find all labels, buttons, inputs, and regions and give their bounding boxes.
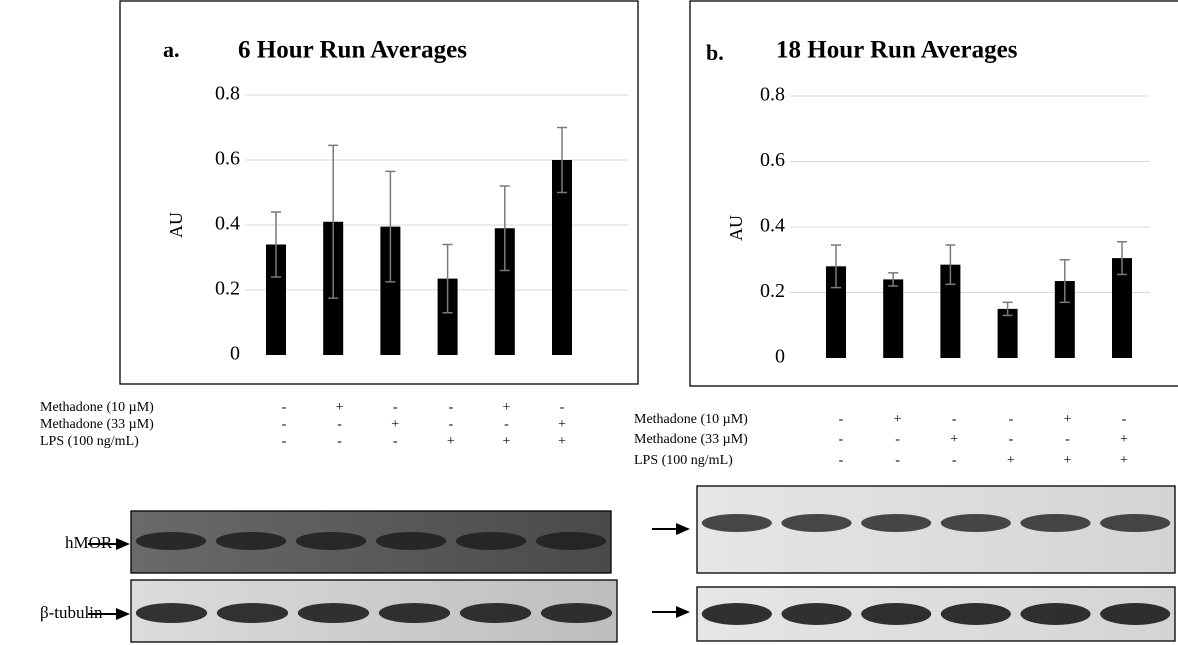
arrow-head	[676, 523, 690, 535]
y-tick-label: 0.4	[215, 213, 240, 235]
chart-panel: a. 6 Hour Run Averages AU 0 0.2 0.4 0.6 0.8 Meth…	[40, 1, 638, 642]
treatment-mark: -	[337, 434, 342, 449]
blot-band	[536, 532, 606, 550]
blot-band	[781, 514, 851, 532]
treatment-mark: -	[282, 434, 287, 449]
y-tick-label: 0.6	[215, 148, 240, 170]
treatment-mark: +	[391, 417, 399, 432]
treatment-mark: +	[502, 434, 510, 449]
chart-title: 6 Hour Run Averages	[238, 37, 467, 64]
blot-band	[1100, 603, 1170, 625]
arrow-head	[116, 538, 130, 550]
blot-band	[1020, 514, 1090, 532]
bar	[998, 309, 1018, 358]
treatment-mark: -	[895, 432, 900, 447]
blot-band	[702, 603, 772, 625]
blot: β-tubulin	[40, 580, 617, 642]
treatment-mark: +	[1063, 453, 1071, 468]
y-tick-label: 0.6	[760, 149, 785, 171]
treatment-mark: -	[393, 400, 398, 415]
treatment-mark: -	[393, 434, 398, 449]
treatment-mark: +	[558, 434, 566, 449]
treatment-mark: +	[502, 400, 510, 415]
treatment-mark: -	[1122, 412, 1127, 427]
blot-band	[861, 603, 931, 625]
treatment-label: LPS (100 ng/mL)	[634, 453, 733, 468]
blot-band	[456, 532, 526, 550]
y-tick-label: 0	[230, 343, 240, 365]
panel-label: a.	[163, 37, 180, 62]
y-tick-label: 0.2	[760, 280, 785, 302]
blot-band	[541, 603, 612, 623]
treatment-mark: -	[448, 417, 453, 432]
blot	[652, 587, 1175, 641]
blot-label: β-tubulin	[40, 603, 103, 622]
treatment-mark: +	[1007, 453, 1015, 468]
y-tick-label: 0.4	[760, 215, 785, 237]
treatment-label: Methadone (10 µM)	[40, 400, 154, 415]
treatment-mark: -	[504, 417, 509, 432]
y-axis-label: AU	[166, 212, 186, 238]
treatment-label: Methadone (33 µM)	[634, 432, 748, 447]
treatment-mark: +	[950, 432, 958, 447]
treatment-mark: -	[839, 453, 844, 468]
y-axis-label: AU	[726, 215, 746, 241]
treatment-mark: -	[1008, 432, 1013, 447]
treatment-mark: +	[1120, 432, 1128, 447]
figure: a. 6 Hour Run Averages AU 0 0.2 0.4 0.6 0.8 Meth…	[0, 0, 1178, 645]
bar	[883, 279, 903, 358]
y-tick-label: 0	[775, 346, 785, 368]
blot-band	[1100, 514, 1170, 532]
y-tick-label: 0.8	[760, 84, 785, 106]
blot: hMOR	[65, 511, 611, 573]
blot-band	[379, 603, 450, 623]
chart-title: 18 Hour Run Averages	[776, 37, 1018, 64]
treatment-mark: -	[282, 417, 287, 432]
treatment-mark: +	[1120, 453, 1128, 468]
blot-band	[861, 514, 931, 532]
treatment-mark: -	[448, 400, 453, 415]
blot-band	[781, 603, 851, 625]
blot-band	[298, 603, 369, 623]
treatment-mark: -	[1008, 412, 1013, 427]
y-tick-label: 0.2	[215, 278, 240, 300]
blot	[652, 486, 1175, 573]
treatment-label: Methadone (33 µM)	[40, 417, 154, 432]
treatment-mark: -	[952, 453, 957, 468]
treatment-mark: +	[1063, 412, 1071, 427]
blot-band	[702, 514, 772, 532]
blot-band	[460, 603, 531, 623]
chart-panel: b. 18 Hour Run Averages AU 0 0.2 0.4 0.6 0.8 Met…	[634, 1, 1178, 641]
treatment-label: Methadone (10 µM)	[634, 412, 748, 427]
treatment-mark: +	[558, 417, 566, 432]
treatment-mark: -	[560, 400, 565, 415]
blot-band	[1020, 603, 1090, 625]
treatment-mark: +	[894, 412, 902, 427]
treatment-mark: -	[337, 417, 342, 432]
treatment-mark: -	[839, 432, 844, 447]
treatment-mark: +	[336, 400, 344, 415]
treatment-mark: +	[447, 434, 455, 449]
blot-band	[941, 514, 1011, 532]
panel-label: b.	[706, 40, 724, 65]
treatment-mark: -	[839, 412, 844, 427]
blot-background	[697, 486, 1175, 573]
blot-band	[217, 603, 288, 623]
blot-band	[296, 532, 366, 550]
arrow-head	[676, 606, 690, 618]
treatment-mark: -	[952, 412, 957, 427]
blot-band	[941, 603, 1011, 625]
blot-band	[376, 532, 446, 550]
treatment-mark: -	[895, 453, 900, 468]
treatment-label: LPS (100 ng/mL)	[40, 434, 139, 449]
blot-band	[216, 532, 286, 550]
y-tick-label: 0.8	[215, 83, 240, 105]
blot-band	[136, 532, 206, 550]
treatment-mark: -	[282, 400, 287, 415]
blot-label: hMOR	[65, 533, 113, 552]
blot-band	[136, 603, 207, 623]
arrow-head	[116, 608, 130, 620]
treatment-mark: -	[1065, 432, 1070, 447]
